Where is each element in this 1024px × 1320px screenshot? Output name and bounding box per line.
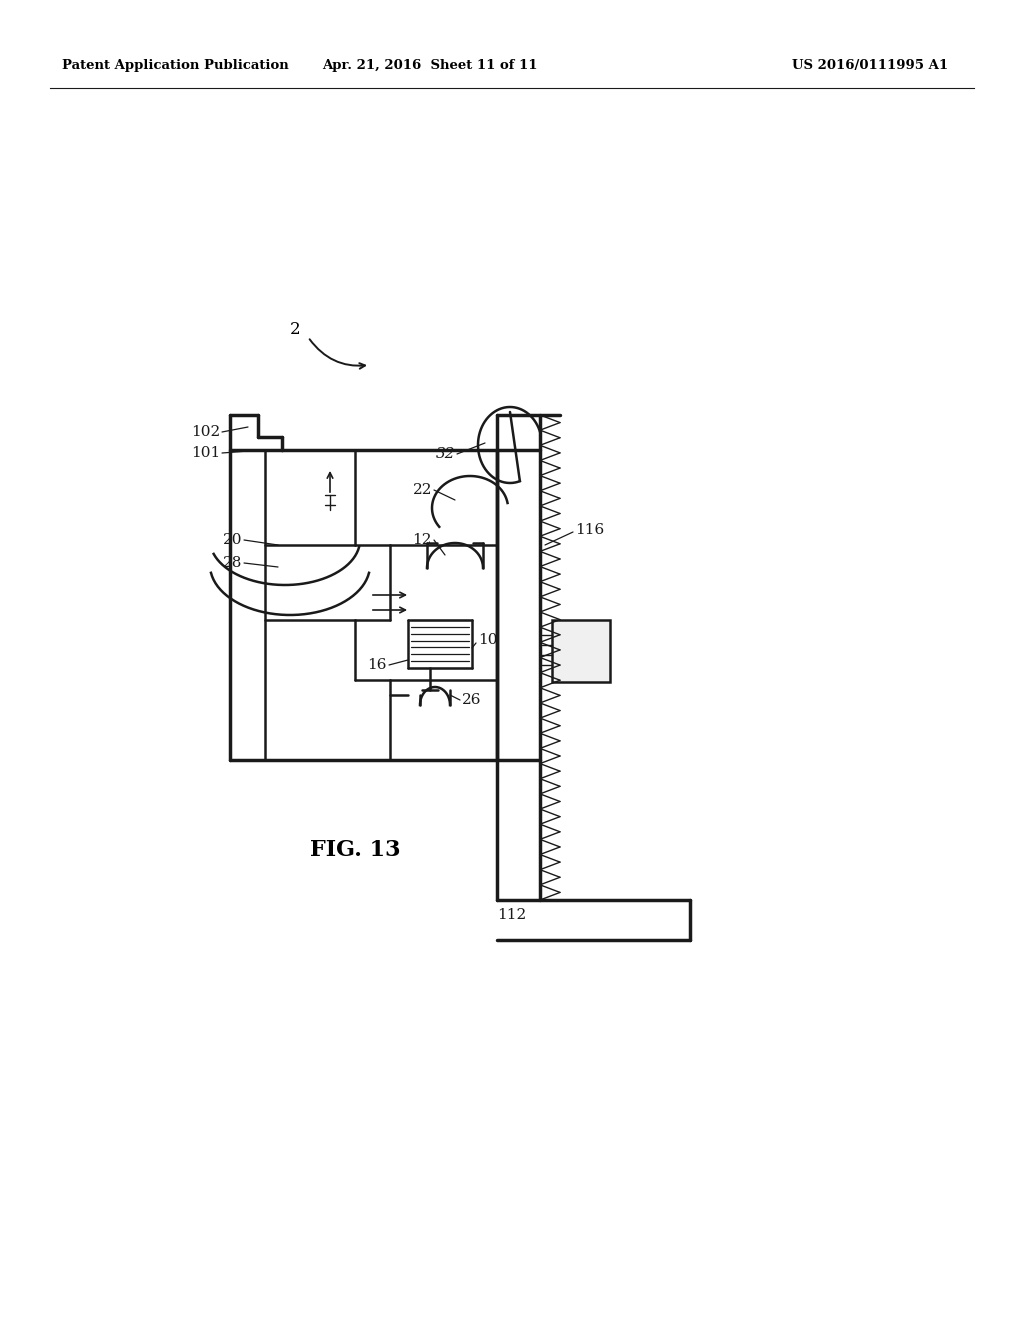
Text: 28: 28 bbox=[222, 556, 242, 570]
Text: 116: 116 bbox=[575, 523, 604, 537]
Text: Apr. 21, 2016  Sheet 11 of 11: Apr. 21, 2016 Sheet 11 of 11 bbox=[323, 58, 538, 71]
Text: 101: 101 bbox=[190, 446, 220, 459]
Text: 16: 16 bbox=[368, 657, 387, 672]
Text: 12: 12 bbox=[413, 533, 432, 546]
FancyArrowPatch shape bbox=[309, 339, 366, 368]
Text: 22: 22 bbox=[413, 483, 432, 498]
Text: Patent Application Publication: Patent Application Publication bbox=[62, 58, 289, 71]
Text: 26: 26 bbox=[462, 693, 481, 708]
Text: FIG. 13: FIG. 13 bbox=[309, 840, 400, 861]
Text: 32: 32 bbox=[435, 447, 455, 461]
Text: 102: 102 bbox=[190, 425, 220, 440]
Bar bbox=[552, 620, 610, 682]
Text: 20: 20 bbox=[222, 533, 242, 546]
Text: 2: 2 bbox=[290, 322, 300, 338]
Text: 10: 10 bbox=[478, 634, 498, 647]
Text: 112: 112 bbox=[497, 908, 526, 921]
Text: US 2016/0111995 A1: US 2016/0111995 A1 bbox=[792, 58, 948, 71]
